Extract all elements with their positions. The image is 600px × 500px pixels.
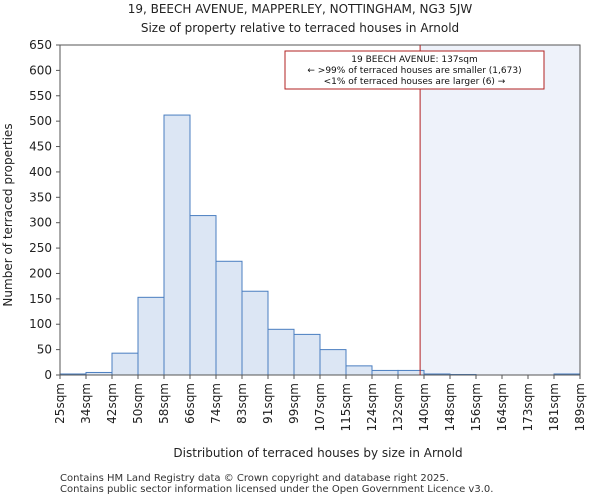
highlight-region xyxy=(420,45,580,375)
x-tick-label-124sqm: 124sqm xyxy=(365,383,379,431)
bar-58sqm xyxy=(163,114,191,376)
y-tick-label-500: 500 xyxy=(29,114,52,128)
x-tick-label-58sqm: 58sqm xyxy=(157,383,171,424)
y-tick-label-50: 50 xyxy=(37,343,52,357)
bar-99sqm xyxy=(293,333,321,376)
x-tick-label-140sqm: 140sqm xyxy=(417,383,431,431)
y-tick-label-250: 250 xyxy=(29,241,52,255)
x-tick-label-42sqm: 42sqm xyxy=(105,383,119,424)
chart-subtitle: Size of property relative to terraced ho… xyxy=(141,21,459,35)
chart-title: 19, BEECH AVENUE, MAPPERLEY, NOTTINGHAM,… xyxy=(128,2,473,16)
x-tick-label-148sqm: 148sqm xyxy=(443,383,457,431)
x-tick-label-99sqm: 99sqm xyxy=(287,383,301,424)
bar-66sqm xyxy=(189,215,217,376)
x-tick-label-115sqm: 115sqm xyxy=(339,383,353,431)
y-tick-label-150: 150 xyxy=(29,292,52,306)
y-axis-label: Number of terraced properties xyxy=(1,123,15,306)
y-tick-label-350: 350 xyxy=(29,190,52,204)
x-axis-label: Distribution of terraced houses by size … xyxy=(173,446,462,460)
annotation-line-3: <1% of terraced houses are larger (6) → xyxy=(324,77,506,87)
annotation-box xyxy=(284,50,545,90)
y-tick-label-100: 100 xyxy=(29,317,52,331)
x-tick-label-107sqm: 107sqm xyxy=(313,383,327,431)
y-tick-label-200: 200 xyxy=(29,266,52,280)
x-tick-label-91sqm: 91sqm xyxy=(261,383,275,424)
x-tick-label-25sqm: 25sqm xyxy=(53,383,67,424)
footer-licence: Contains public sector information licen… xyxy=(60,484,494,495)
bar-83sqm xyxy=(241,290,269,376)
y-tick-label-300: 300 xyxy=(29,216,52,230)
y-tick-label-600: 600 xyxy=(29,63,52,77)
annotation-line-1: 19 BEECH AVENUE: 137sqm xyxy=(351,55,477,65)
bar-115sqm xyxy=(345,365,373,376)
bar-91sqm xyxy=(267,328,295,376)
annotation-line-2: ← >99% of terraced houses are smaller (1… xyxy=(307,66,521,76)
bar-74sqm xyxy=(215,260,243,376)
y-tick-label-450: 450 xyxy=(29,140,52,154)
x-tick-label-173sqm: 173sqm xyxy=(521,383,535,431)
x-tick-label-34sqm: 34sqm xyxy=(79,383,93,424)
bar-42sqm xyxy=(111,352,139,376)
x-tick-label-164sqm: 164sqm xyxy=(495,383,509,431)
bar-50sqm xyxy=(137,296,165,376)
x-tick-label-83sqm: 83sqm xyxy=(235,383,249,424)
y-tick-label-650: 650 xyxy=(29,38,52,52)
y-tick-label-400: 400 xyxy=(29,165,52,179)
footer-copyright: Contains HM Land Registry data © Crown c… xyxy=(60,473,449,484)
x-tick-label-156sqm: 156sqm xyxy=(469,383,483,431)
x-tick-label-132sqm: 132sqm xyxy=(391,383,405,431)
bar-124sqm xyxy=(371,369,399,376)
x-tick-label-66sqm: 66sqm xyxy=(183,383,197,424)
y-tick-label-550: 550 xyxy=(29,89,52,103)
x-tick-label-189sqm: 189sqm xyxy=(573,383,587,431)
x-tick-label-74sqm: 74sqm xyxy=(209,383,223,424)
x-tick-label-50sqm: 50sqm xyxy=(131,383,145,424)
x-tick-label-181sqm: 181sqm xyxy=(547,383,561,431)
y-tick-label-0: 0 xyxy=(44,368,52,382)
bar-107sqm xyxy=(319,349,347,376)
